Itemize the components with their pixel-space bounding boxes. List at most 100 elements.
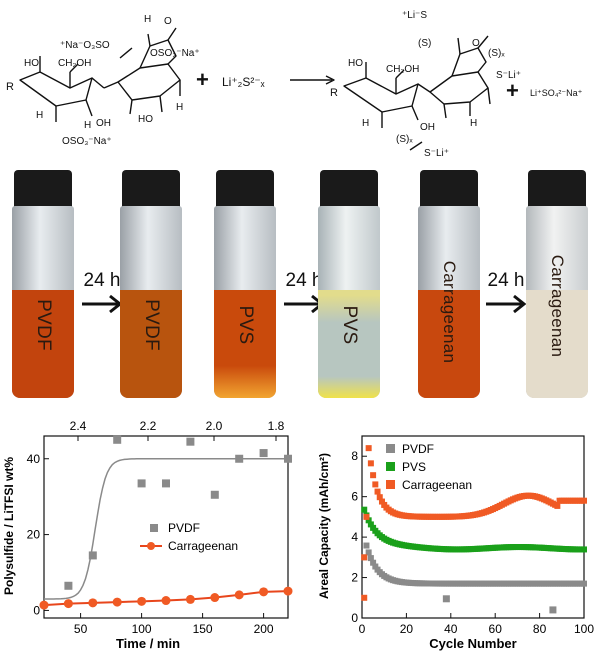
y-axis-label-2: Areal Capacity (mAh/cm²) — [317, 453, 331, 599]
x-tick-label: 50 — [74, 622, 88, 636]
vial-photo-strip: PVDF 24 h PVDF PVS 24 h PVS — [0, 170, 600, 400]
carrageenan-point — [363, 513, 370, 520]
svg-text:S⁻Li⁺: S⁻Li⁺ — [496, 70, 521, 81]
legend-label: PVS — [402, 460, 426, 474]
pvdf-point — [370, 559, 377, 566]
vial-1: PVDF — [12, 170, 74, 398]
vial-6: Carrageenan — [526, 170, 588, 398]
vial-liquid — [214, 290, 276, 398]
x-axis-label-1: Time / min — [116, 636, 180, 651]
carrageenan-point — [185, 594, 195, 604]
vial-glass: PVDF — [12, 206, 74, 398]
pvdf-point — [581, 580, 587, 587]
vial-label: PVS — [235, 305, 256, 345]
vial-liquid — [120, 290, 182, 398]
vial-4: PVS — [318, 170, 380, 398]
carrageenan-point — [210, 593, 220, 603]
x-tick-label: 20 — [400, 622, 414, 636]
svg-text:R: R — [6, 81, 14, 93]
carrageenan-point — [161, 596, 171, 606]
pvdf-point — [372, 563, 379, 570]
pvdf-point — [210, 490, 219, 499]
vial-liquid — [12, 290, 74, 398]
pvdf-point — [363, 542, 370, 549]
plot-frame-1 — [43, 435, 289, 619]
svg-text:R: R — [330, 87, 338, 99]
plus-sign-2: + — [506, 78, 519, 103]
carrageenan-point — [39, 600, 49, 610]
y-tick-label: 20 — [27, 528, 41, 542]
polysulfide-chart: Time / min Polysulfide / LiTFSI wt% 2.4 … — [2, 419, 293, 651]
svg-text:⁺Na⁻O₃SO: ⁺Na⁻O₃SO — [60, 40, 110, 51]
y-tick-label: 0 — [33, 603, 40, 617]
pvs-point — [365, 517, 372, 524]
legend-label: PVDF — [402, 442, 434, 456]
pvdf-point — [442, 595, 450, 603]
top-tick-label: 2.2 — [140, 419, 157, 433]
carrageenan-point — [554, 502, 561, 509]
svg-text:CH₂OH: CH₂OH — [386, 64, 419, 75]
right-ring-1 — [343, 77, 419, 113]
pvdf-point — [137, 479, 146, 488]
legend-marker-pvs — [386, 462, 395, 471]
pvs-point — [581, 546, 587, 553]
legend-label: Carrageenan — [168, 539, 238, 553]
pvdf-point — [162, 479, 170, 488]
legend-marker-carrageenan — [147, 542, 155, 550]
areal-capacity-chart: Cycle Number Areal Capacity (mAh/cm²) 0 … — [317, 435, 594, 651]
carrageenan-point — [361, 554, 368, 561]
x-axis-label-2: Cycle Number — [429, 636, 516, 651]
vial-liquid — [318, 290, 380, 398]
pvdf-point — [186, 437, 195, 446]
carrageenan-point — [259, 587, 269, 597]
vial-label: Carrageenan — [440, 260, 459, 363]
legend-marker-carrageenan — [386, 480, 395, 489]
vial-liquid — [418, 290, 480, 398]
carrageenan-point — [63, 599, 73, 609]
y-tick-label: 0 — [351, 611, 358, 625]
svg-text:H: H — [176, 102, 183, 113]
x-tick-label: 40 — [444, 622, 458, 636]
y-tick-label: 2 — [351, 571, 358, 585]
carrageenan-point — [581, 497, 587, 504]
svg-text:H: H — [144, 14, 151, 25]
top-tick-label: 1.8 — [268, 419, 285, 433]
carrageenan-point — [376, 494, 383, 501]
carrageenan-point — [374, 488, 381, 495]
plot-frame-2 — [361, 435, 585, 619]
left-ring-2 — [117, 63, 181, 101]
carrageenan-point — [365, 445, 372, 452]
carrageenan-point — [370, 472, 377, 479]
carrageenan-point — [112, 597, 122, 607]
pvdf-point — [284, 454, 292, 463]
top-tick-label: 2.0 — [206, 419, 223, 433]
right-arrow-icon — [486, 294, 527, 314]
vial-cap — [14, 170, 72, 208]
x-tick-label: 100 — [574, 622, 594, 636]
pvdf-point — [64, 581, 73, 590]
svg-text:CH₂OH: CH₂OH — [58, 58, 91, 69]
vial-3: PVS — [214, 170, 276, 398]
svg-text:O: O — [472, 38, 480, 49]
pvdf-point — [259, 449, 268, 458]
vial-5: Carrageenan — [418, 170, 480, 398]
carrageenan-point — [367, 460, 374, 467]
svg-text:OSO₃⁻Na⁺: OSO₃⁻Na⁺ — [62, 136, 112, 147]
vial-label: PVDF — [141, 299, 162, 351]
carrageenan-point — [372, 481, 379, 488]
reaction-scheme: ⁺Na⁻O₃SO CH₂OH R H O OSO₃⁻Na⁺ OH OSO₃⁻Na… — [6, 10, 583, 159]
vial-2: PVDF — [120, 170, 182, 398]
y-axis-label-1: Polysulfide / LiTFSI wt% — [2, 457, 16, 595]
pvdf-point — [549, 606, 557, 614]
byproduct-formula: Li⁺SO₄²⁻Na⁺ — [530, 88, 583, 98]
vial-label: PVS — [339, 305, 360, 345]
carrageenan-point — [234, 590, 244, 600]
y-tick-label: 8 — [351, 449, 358, 463]
svg-text:S⁻Li⁺: S⁻Li⁺ — [424, 148, 449, 159]
pvdf-point — [367, 555, 374, 562]
svg-text:H: H — [362, 118, 369, 129]
plus-sign-1: + — [196, 67, 209, 92]
svg-text:(S)ₓ: (S)ₓ — [396, 134, 413, 145]
pvdf-fit-curve — [44, 458, 288, 600]
pvdf-point — [235, 454, 244, 463]
